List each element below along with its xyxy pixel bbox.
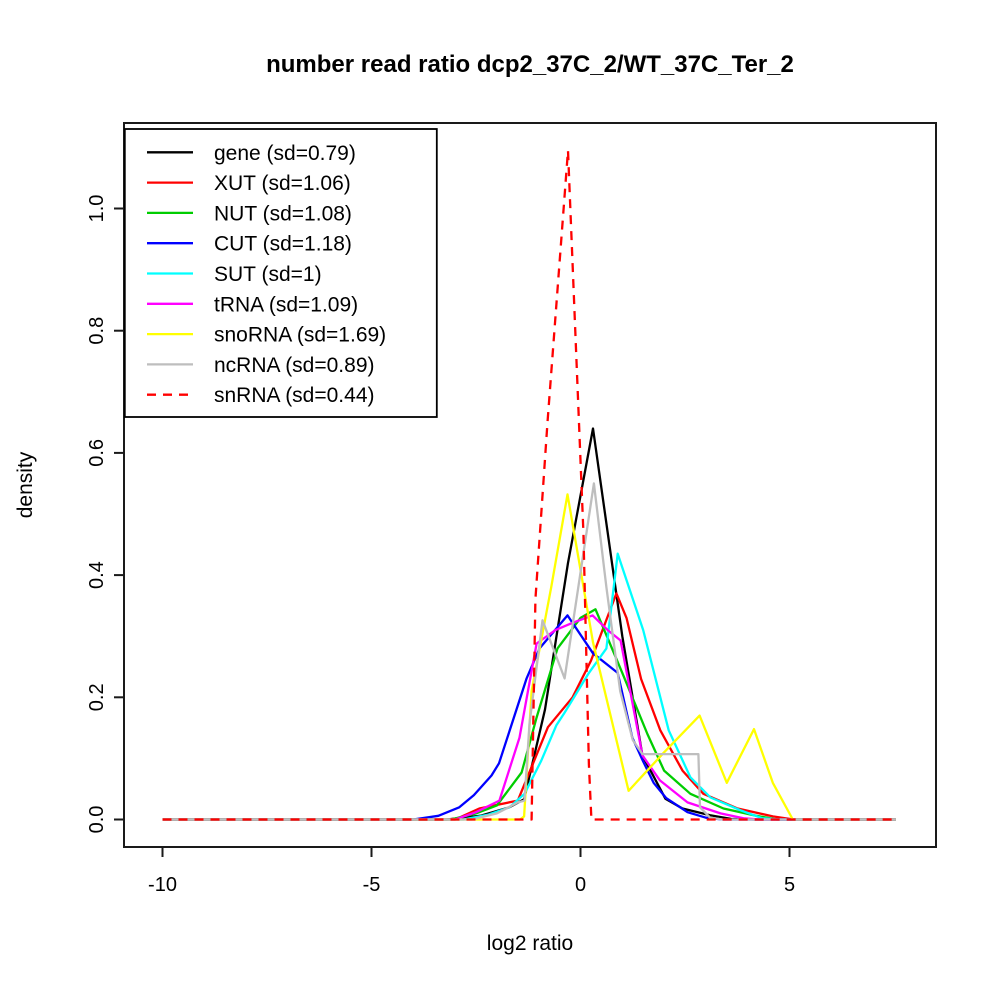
series-line-XUT: [162, 592, 896, 821]
legend-item-SUT: SUT (sd=1): [147, 263, 322, 286]
series-line-NUT: [162, 608, 896, 821]
legend-item-XUT: XUT (sd=1.06): [147, 172, 351, 195]
x-tick-label: -10: [148, 874, 177, 896]
legend-item-ncRNA: ncRNA (sd=0.89): [147, 354, 375, 377]
y-tick-label: 0.6: [86, 439, 108, 467]
y-tick-label: 1.0: [86, 195, 108, 223]
legend-label-XUT: XUT (sd=1.06): [214, 172, 351, 195]
y-tick-label: 0.8: [86, 317, 108, 345]
legend-item-snRNA: snRNA (sd=0.44): [147, 384, 375, 407]
x-tick-label: -5: [363, 874, 381, 896]
y-tick-label: 0.0: [86, 806, 108, 834]
legend-item-NUT: NUT (sd=1.08): [147, 202, 352, 225]
y-tick-label: 0.4: [86, 561, 108, 589]
series-layer: [162, 149, 896, 821]
series-line-CUT: [162, 614, 896, 821]
plot-box: [123, 122, 937, 848]
x-tick-label: 5: [784, 874, 795, 896]
legend-label-tRNA: tRNA (sd=1.09): [214, 293, 358, 316]
axes-layer: -10 -5 0 5 0.0 0.2 0.4 0.6 0.8 1.0: [86, 122, 937, 896]
legend-label-snRNA: snRNA (sd=0.44): [214, 384, 375, 407]
legend-label-ncRNA: ncRNA (sd=0.89): [214, 354, 375, 377]
legend-label-NUT: NUT (sd=1.08): [214, 202, 352, 225]
legend-item-gene: gene (sd=0.79): [147, 142, 356, 165]
x-axis-label: log2 ratio: [487, 932, 573, 955]
x-tick-label: 0: [575, 874, 586, 896]
legend-item-CUT: CUT (sd=1.18): [147, 233, 352, 256]
legend-label-gene: gene (sd=0.79): [214, 142, 356, 165]
y-axis-label: density: [14, 451, 37, 518]
series-line-ncRNA: [162, 482, 896, 821]
legend-label-SUT: SUT (sd=1): [214, 263, 322, 286]
legend-label-snoRNA: snoRNA (sd=1.69): [214, 324, 386, 347]
y-tick-label: 0.2: [86, 683, 108, 711]
legend: gene (sd=0.79) XUT (sd=1.06) NUT (sd=1.08)…: [123, 128, 438, 418]
legend-item-tRNA: tRNA (sd=1.09): [147, 293, 358, 316]
series-line-tRNA: [162, 614, 896, 821]
legend-label-CUT: CUT (sd=1.18): [214, 233, 352, 256]
legend-item-snoRNA: snoRNA (sd=1.69): [147, 324, 386, 347]
chart-title: number read ratio dcp2_37C_2/WT_37C_Ter_…: [266, 51, 794, 78]
